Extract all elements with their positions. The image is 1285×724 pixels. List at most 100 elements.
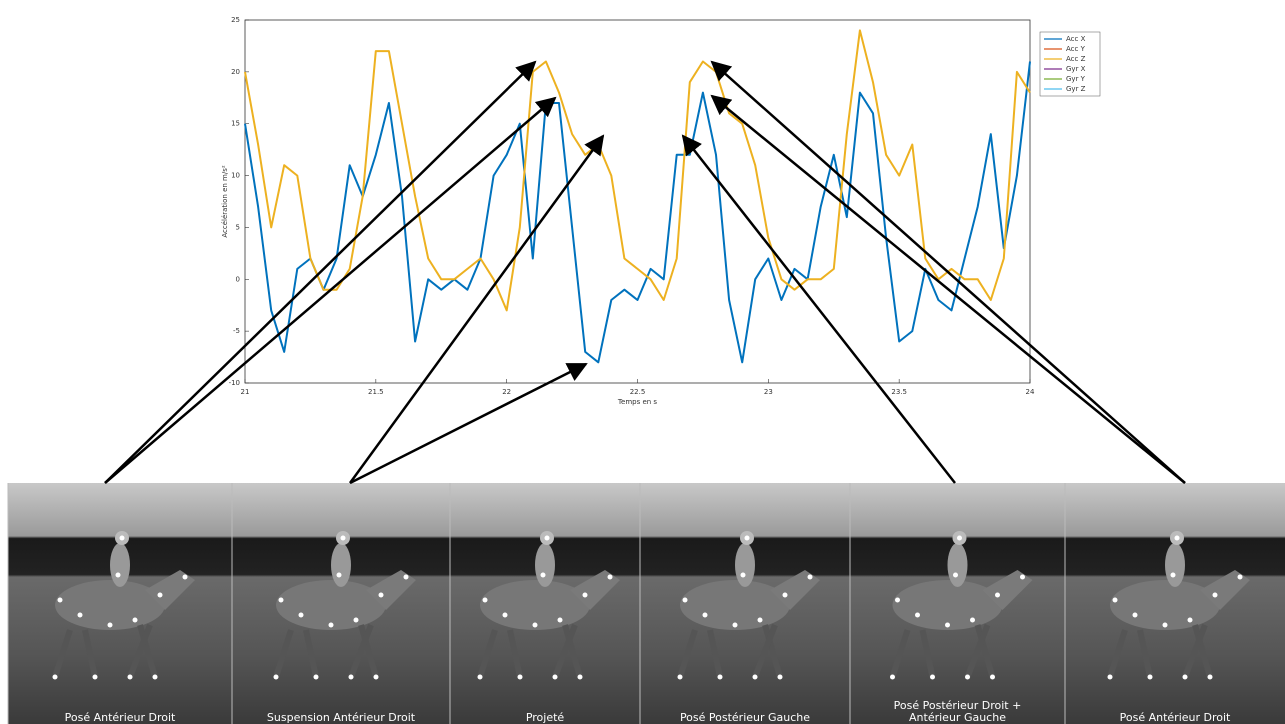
photo-caption: Posé Postérieur Droit + [894,699,1022,712]
horse-neck [570,570,620,610]
marker-dot [502,612,508,618]
marker-dot [1112,597,1118,603]
x-tick-label: 21.5 [368,388,384,396]
horse-leg [348,623,374,679]
horse-leg [1192,624,1213,678]
marker-dot [52,674,58,680]
marker-dot [57,597,63,603]
legend-label: Gyr Y [1066,75,1086,83]
marker-dot [298,612,304,618]
marker-dot [1147,674,1153,680]
marker-dot [970,617,975,623]
y-tick-label: 10 [231,172,240,180]
marker-dot [582,592,588,598]
y-tick-label: 25 [231,16,240,24]
marker-dot [92,674,98,680]
x-tick-label: 21 [241,388,250,396]
marker-dot [1132,612,1138,618]
arrow [349,362,588,485]
marker-dot [540,572,546,578]
marker-dot [348,674,354,680]
legend-box [1039,31,1101,97]
legend-label: Acc Y [1066,45,1086,53]
horse-leg [507,629,523,678]
legend-label: Acc Z [1066,55,1086,63]
photo-caption: Posé Antérieur Droit [65,711,176,724]
marker-dot [1020,574,1025,580]
horse-leg [762,624,783,678]
chart: 21 21.5 22 22.5 23 23.5 24 -10 -5 0 5 10 15 20 25 Temps… [221,16,1101,406]
rider [947,543,968,587]
marker-dot [930,674,935,680]
arrow [104,96,557,484]
x-tick-label: 23 [764,388,773,396]
marker-dot [1237,574,1243,580]
horse-body [680,580,790,630]
marker-dot [353,617,359,623]
marker-dot [607,574,613,580]
horse-leg [919,629,936,678]
horse-leg [303,629,319,678]
marker-dot [328,622,334,628]
horse-neck [982,570,1033,610]
horse-neck [366,570,416,610]
y-tick-label: 20 [231,68,240,76]
marker-dot [1207,674,1213,680]
photo-caption: Suspension Antérieur Droit [267,711,416,724]
horse-leg [1107,629,1128,678]
horse-leg [562,624,583,678]
horse-leg [82,629,98,678]
horse-leg [127,623,153,679]
marker-dot [677,674,683,680]
horse-body [892,580,1003,630]
horse-body [480,580,590,630]
marker-dot [777,674,783,680]
horse-leg [707,629,723,678]
marker-dot [895,597,900,603]
marker-dot [482,597,488,603]
photo-strip: Posé Antérieur Droit Suspension Antérieur… [7,483,1285,724]
marker-dot [1187,617,1193,623]
rider [110,543,130,587]
marker-dot [557,617,563,623]
marker-dot [152,674,158,680]
y-tick-label: -5 [233,327,240,335]
horse-leg [974,624,996,678]
marker-dot [682,597,688,603]
marker-dot [915,612,920,618]
x-axis-label: Temps en s [617,398,657,406]
horse-leg [1137,629,1153,678]
marker-dot [532,622,538,628]
marker-dot [1174,535,1180,541]
marker-dot [1212,592,1218,598]
marker-dot [752,674,758,680]
rider [535,543,555,587]
marker-dot [782,592,788,598]
marker-dot [313,674,319,680]
photo-caption: Posé Antérieur Droit [1120,711,1231,724]
marker-dot [945,622,950,628]
marker-dot [544,535,550,541]
arrow [348,134,605,484]
legend: Acc X Acc Y Acc Z Gyr X Gyr Y Gyr Z [1039,31,1101,97]
horse-body [55,580,165,630]
marker-dot [990,674,995,680]
rider [331,543,351,587]
photo-caption: Projeté [526,711,565,724]
horse-leg [358,624,379,678]
marker-dot [127,674,133,680]
marker-dot [740,572,746,578]
marker-dot [965,674,970,680]
y-tick-label: -10 [229,379,240,387]
marker-dot [732,622,738,628]
marker-dot [577,674,583,680]
horse-body [1110,580,1220,630]
marker-dot [807,574,813,580]
marker-dot [278,597,284,603]
marker-dot [273,674,279,680]
marker-dot [477,674,483,680]
x-tick-label: 22 [502,388,511,396]
line-series [244,61,1031,364]
arrow [681,134,956,484]
